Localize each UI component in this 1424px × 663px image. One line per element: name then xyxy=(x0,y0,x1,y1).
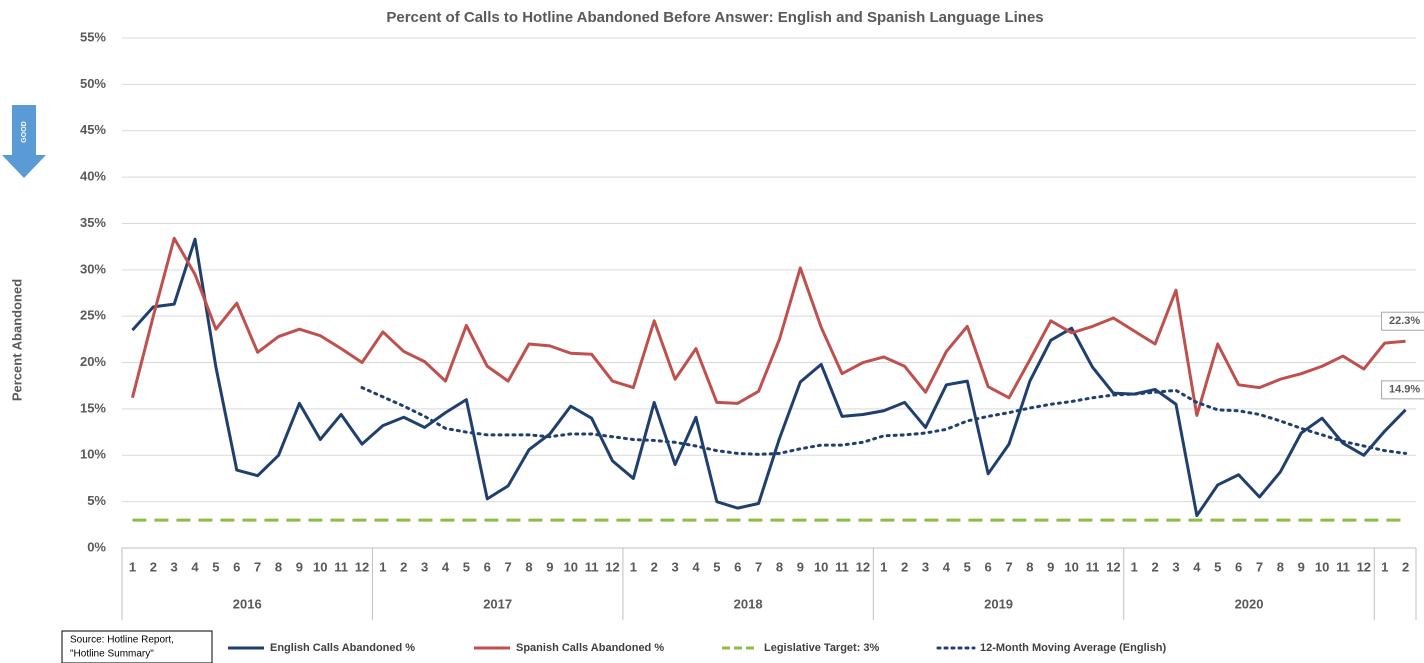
x-tick-label: 3 xyxy=(671,559,678,574)
x-tick-label: 4 xyxy=(191,559,199,574)
x-tick-label: 3 xyxy=(171,559,178,574)
y-tick-label: 50% xyxy=(80,76,106,91)
group-label: 2019 xyxy=(984,596,1013,611)
legend-label: English Calls Abandoned % xyxy=(270,642,415,654)
x-tick-label: 2 xyxy=(651,559,658,574)
x-tick-label: 4 xyxy=(943,559,951,574)
x-tick-label: 2 xyxy=(901,559,908,574)
y-tick-label: 15% xyxy=(80,400,106,415)
x-tick-label: 6 xyxy=(233,559,240,574)
source-text: Source: Hotline Report, xyxy=(70,635,174,646)
x-tick-label: 1 xyxy=(880,559,887,574)
x-tick-label: 12 xyxy=(605,559,619,574)
x-tick-label: 12 xyxy=(355,559,369,574)
x-tick-label: 4 xyxy=(442,559,450,574)
x-tick-label: 11 xyxy=(1086,559,1100,574)
x-tick-label: 11 xyxy=(835,559,849,574)
legend-label: Spanish Calls Abandoned % xyxy=(516,642,664,654)
y-tick-label: 45% xyxy=(80,122,106,137)
x-tick-label: 1 xyxy=(1381,559,1388,574)
x-tick-label: 5 xyxy=(1214,559,1221,574)
legend-label: 12-Month Moving Average (English) xyxy=(980,642,1167,654)
x-tick-label: 9 xyxy=(546,559,553,574)
x-tick-label: 9 xyxy=(1047,559,1054,574)
group-label: 2020 xyxy=(1235,596,1264,611)
group-label: 2017 xyxy=(483,596,512,611)
x-tick-label: 10 xyxy=(563,559,577,574)
x-tick-label: 5 xyxy=(964,559,971,574)
x-tick-label: 10 xyxy=(814,559,828,574)
x-tick-label: 2 xyxy=(150,559,157,574)
source-box xyxy=(61,630,213,663)
good-label: GOOD xyxy=(21,121,28,142)
x-tick-label: 3 xyxy=(922,559,929,574)
y-tick-label: 25% xyxy=(80,308,106,323)
y-tick-label: 5% xyxy=(87,493,106,508)
x-tick-label: 6 xyxy=(734,559,741,574)
x-tick-label: 8 xyxy=(525,559,532,574)
x-tick-label: 9 xyxy=(296,559,303,574)
x-tick-label: 3 xyxy=(1172,559,1179,574)
x-tick-label: 7 xyxy=(755,559,762,574)
x-tick-label: 12 xyxy=(856,559,870,574)
y-axis-label: Percent Abandoned xyxy=(9,279,24,401)
x-tick-label: 4 xyxy=(1193,559,1201,574)
y-tick-label: 55% xyxy=(80,29,106,44)
data-label-box xyxy=(1381,380,1424,400)
x-tick-label: 9 xyxy=(797,559,804,574)
x-tick-label: 10 xyxy=(1064,559,1078,574)
x-tick-label: 7 xyxy=(254,559,261,574)
x-tick-label: 2 xyxy=(1151,559,1158,574)
chart-title: Percent of Calls to Hotline Abandoned Be… xyxy=(386,9,1043,26)
x-tick-label: 5 xyxy=(713,559,720,574)
x-tick-label: 5 xyxy=(463,559,470,574)
x-tick-label: 9 xyxy=(1298,559,1305,574)
data-label-box xyxy=(1381,311,1424,331)
x-tick-label: 2 xyxy=(400,559,407,574)
y-tick-label: 20% xyxy=(80,354,106,369)
x-tick-label: 7 xyxy=(1256,559,1263,574)
x-tick-label: 11 xyxy=(334,559,348,574)
legend-label: Legislative Target: 3% xyxy=(764,642,880,654)
series-line xyxy=(130,236,1406,417)
x-tick-label: 8 xyxy=(275,559,282,574)
y-tick-label: 30% xyxy=(80,261,106,276)
series-line xyxy=(131,237,1407,518)
y-tick-label: 35% xyxy=(80,215,106,230)
x-tick-label: 11 xyxy=(1336,559,1350,574)
x-tick-label: 6 xyxy=(484,559,491,574)
data-label: 14.9% xyxy=(1389,384,1420,396)
series-line xyxy=(360,386,1408,456)
x-tick-label: 11 xyxy=(585,559,599,574)
y-tick-label: 10% xyxy=(80,447,106,462)
x-tick-label: 7 xyxy=(1005,559,1012,574)
x-tick-label: 1 xyxy=(379,559,386,574)
x-tick-label: 6 xyxy=(985,559,992,574)
x-tick-label: 4 xyxy=(692,559,700,574)
x-tick-label: 7 xyxy=(504,559,511,574)
x-tick-label: 12 xyxy=(1357,559,1371,574)
x-tick-label: 10 xyxy=(313,559,327,574)
x-tick-label: 12 xyxy=(1106,559,1120,574)
x-tick-label: 1 xyxy=(1131,559,1138,574)
data-label: 22.3% xyxy=(1389,315,1420,327)
group-label: 2016 xyxy=(233,596,262,611)
x-tick-label: 10 xyxy=(1315,559,1329,574)
x-tick-label: 1 xyxy=(630,559,637,574)
good-arrow xyxy=(2,105,46,178)
x-tick-label: 3 xyxy=(421,559,428,574)
x-tick-label: 8 xyxy=(776,559,783,574)
x-tick-label: 1 xyxy=(129,559,136,574)
x-tick-label: 5 xyxy=(212,559,219,574)
x-tick-label: 6 xyxy=(1235,559,1242,574)
y-tick-label: 0% xyxy=(87,539,106,554)
x-tick-label: 8 xyxy=(1026,559,1033,574)
y-tick-label: 40% xyxy=(80,169,106,184)
source-text: "Hotline Summary" xyxy=(70,649,154,660)
group-label: 2018 xyxy=(734,596,763,611)
x-tick-label: 8 xyxy=(1277,559,1284,574)
x-tick-label: 2 xyxy=(1402,559,1409,574)
